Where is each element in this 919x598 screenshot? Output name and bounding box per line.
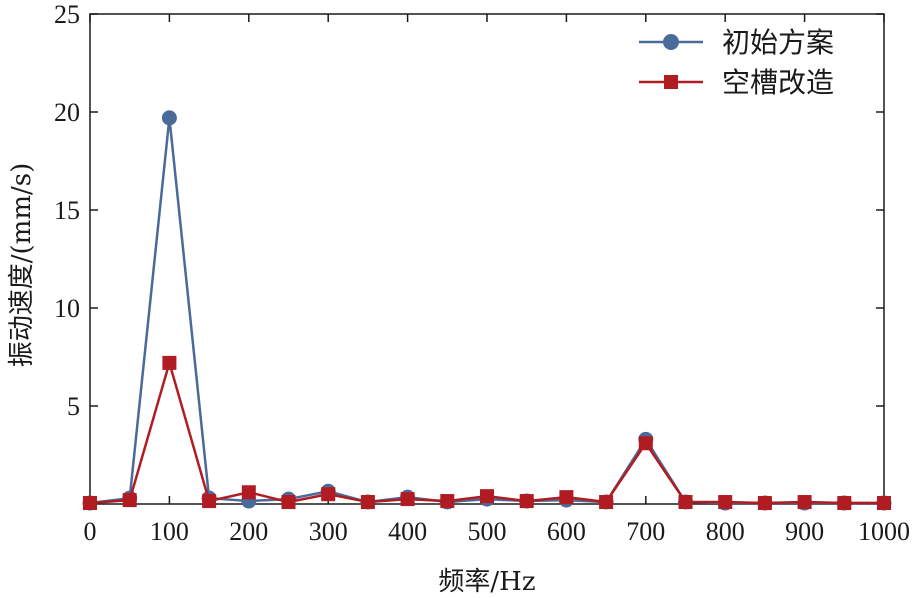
data-point: [440, 494, 455, 509]
data-point: [718, 495, 733, 510]
data-point: [678, 495, 693, 510]
data-point: [757, 496, 772, 511]
series-2: [83, 355, 891, 511]
data-point: [321, 487, 336, 502]
y-axis-title: 振动速度/(mm/s): [7, 163, 37, 367]
y-tick-label: 25: [54, 0, 80, 29]
legend-item: 空槽改造: [639, 66, 834, 99]
x-tick-label: 600: [547, 517, 586, 546]
data-point: [599, 495, 614, 510]
x-tick-label: 200: [229, 517, 268, 546]
y-tick-label: 5: [67, 392, 80, 421]
data-point: [360, 495, 375, 510]
series-layer: [82, 110, 892, 511]
legend-label: 初始方案: [722, 26, 834, 59]
data-point: [202, 494, 217, 509]
data-point: [241, 485, 256, 500]
data-point: [162, 355, 177, 370]
x-tick-label: 800: [706, 517, 745, 546]
x-axis-title: 频率/Hz: [438, 567, 535, 597]
x-axis: 0 100 200 300 400 500 600 700 800 900 1000: [84, 14, 910, 546]
x-tick-label: 0: [84, 517, 97, 546]
x-tick-label: 700: [626, 517, 665, 546]
data-point: [122, 493, 137, 508]
series-1: [82, 110, 892, 511]
data-point: [83, 496, 97, 511]
data-point: [638, 436, 653, 451]
data-point: [877, 496, 891, 511]
x-tick-label: 400: [388, 517, 427, 546]
y-tick-label: 10: [54, 294, 80, 323]
x-tick-label: 100: [150, 517, 189, 546]
legend-label: 空槽改造: [722, 66, 834, 99]
y-axis: 5 10 15 20 25: [54, 0, 884, 421]
series-line: [89, 117, 884, 505]
x-tick-label: 1000: [858, 517, 910, 546]
data-point: [281, 495, 296, 510]
series-line: [89, 358, 884, 505]
legend-marker: [663, 34, 679, 50]
legend-item: 初始方案: [639, 26, 834, 59]
data-point: [519, 494, 534, 509]
data-point: [559, 490, 574, 505]
data-point: [480, 489, 494, 504]
data-point: [837, 496, 852, 511]
y-tick-label: 20: [54, 98, 80, 127]
x-tick-label: 300: [309, 517, 348, 546]
legend-marker: [664, 75, 678, 89]
data-point: [400, 492, 415, 507]
y-tick-label: 15: [54, 196, 80, 225]
x-tick-label: 500: [468, 517, 507, 546]
data-point: [797, 495, 812, 510]
data-point: [161, 110, 177, 126]
x-tick-label: 900: [785, 517, 824, 546]
